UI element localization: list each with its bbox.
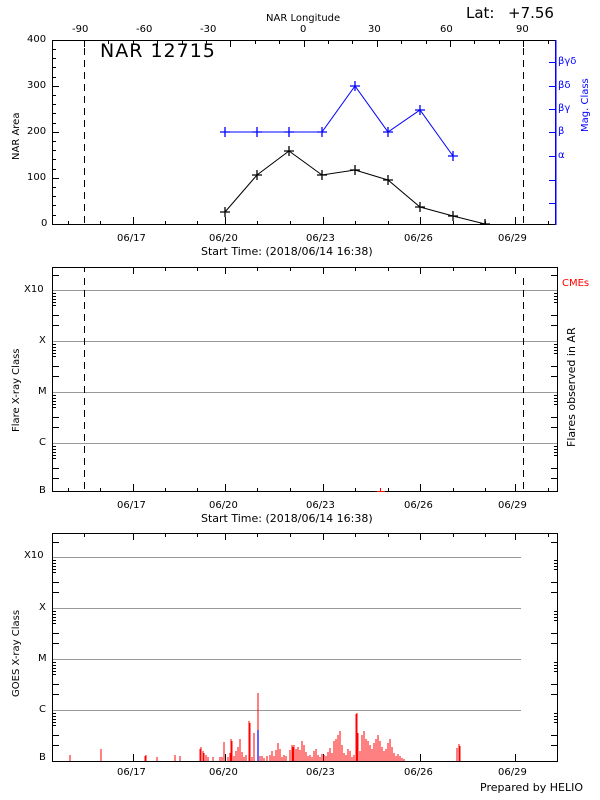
x-tick: 06/26 [404,500,433,511]
y-tick: X10 [24,550,44,561]
x-axis-label: Start Time: (2018/06/14 16:38) [201,512,373,525]
nar-area-markers [220,146,490,225]
mag-class-series [225,85,454,157]
x-tick: 06/29 [498,233,527,244]
y-tick: X [39,335,46,346]
cmes-legend-label: CMEs [562,278,590,289]
mag-class-markers [220,81,458,161]
x-tick: 06/29 [498,767,527,778]
x-tick: 06/20 [209,233,238,244]
longitude-tick: 90 [516,24,529,35]
x-tick: 06/20 [209,767,238,778]
mag-class-tick: βγδ [558,56,577,67]
x-tick: 06/17 [117,500,146,511]
longitude-tick: 60 [440,24,453,35]
x-tick: 06/29 [498,500,527,511]
y-tick: 200 [27,126,47,137]
y-tick: B [39,485,46,496]
longitude-tick: -60 [136,24,153,35]
x-tick: 06/20 [209,500,238,511]
y-tick: 300 [27,80,47,91]
y-tick: M [38,386,47,397]
y-tick: C [39,704,46,715]
longitude-axis-title: NAR Longitude [266,13,341,24]
longitude-tick: -30 [200,24,217,35]
longitude-tick: 30 [368,24,381,35]
mag-class-tick: βδ [558,80,571,91]
goes-flux-series [69,693,461,761]
x-tick: 06/23 [306,767,335,778]
x-tick: 06/26 [404,233,433,244]
panel2-frame [52,267,558,492]
y-tick: X [39,602,46,613]
x-tick: 06/26 [404,767,433,778]
latitude-label: Lat: [466,4,495,22]
longitude-tick: 0 [300,24,307,35]
mag-class-tick: βγ [558,103,571,114]
x-tick: 06/17 [117,767,146,778]
footer-credit: Prepared by HELIO [480,781,583,794]
mag-class-tick: α [558,150,565,161]
nar-area-series [224,150,486,225]
panel2-gridlines [52,290,558,444]
panel3-gridlines [52,557,521,711]
latitude-value: +7.56 [508,4,554,22]
y-tick: M [38,653,47,664]
y-tick: 100 [27,172,47,183]
region-title: NAR 12715 [100,40,216,62]
y-tick: C [39,437,46,448]
x-tick: 06/17 [117,233,146,244]
y-tick: 400 [27,34,47,45]
longitude-tick: -90 [72,24,89,35]
panel3-frame [52,533,558,762]
x-tick: 06/23 [306,233,335,244]
y-tick: 0 [41,218,48,229]
y-tick: B [39,752,46,763]
x-axis-label: Start Time: (2018/06/14 16:38) [201,245,373,258]
mag-class-tick: β [558,126,565,137]
y-tick: X10 [24,284,44,295]
x-tick: 06/23 [306,500,335,511]
